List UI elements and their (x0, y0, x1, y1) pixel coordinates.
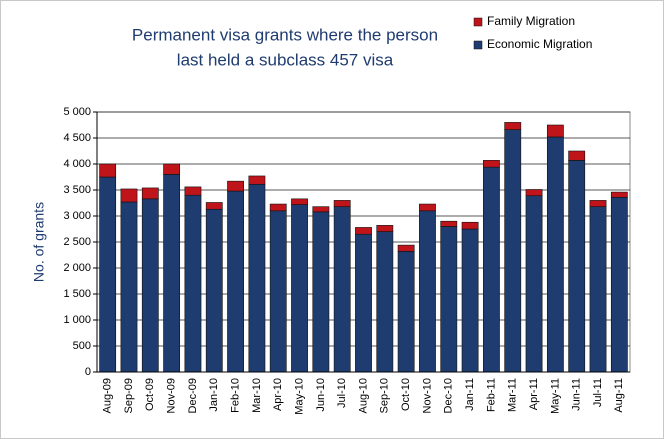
bar-segment (120, 201, 138, 373)
bar-segment (99, 176, 117, 373)
x-tick-label: Feb-11 (485, 378, 497, 412)
bar-segment (184, 186, 202, 196)
x-tick-label: Dec-09 (187, 378, 199, 413)
y-tick-label: 5 000 (63, 106, 91, 118)
bar-segment (141, 198, 159, 373)
y-tick-label: 4 000 (63, 158, 91, 170)
x-tick-label: Oct-09 (144, 378, 156, 411)
y-tick-label: 500 (73, 340, 91, 352)
y-tick-label: 2 000 (63, 262, 91, 274)
chart-title: Permanent visa grants where the person (132, 25, 438, 44)
bar-segment (227, 180, 244, 192)
x-tick-label: Apr-10 (272, 378, 284, 411)
x-tick-label: Jun-11 (571, 378, 583, 411)
bar-segment (205, 202, 223, 210)
bar-segment (333, 200, 351, 207)
x-tick-label: Sep-10 (379, 378, 391, 413)
y-tick-label: 3 000 (63, 210, 91, 222)
bar-segment (419, 210, 436, 373)
bar-segment (546, 124, 564, 138)
x-tick-label: Jul-10 (336, 378, 348, 408)
bar-segment (589, 206, 607, 373)
y-tick-label: 3 500 (63, 184, 91, 196)
x-tick-label: Jan-10 (208, 378, 220, 412)
bar-segment (184, 194, 202, 373)
bar-segment (227, 190, 244, 373)
y-tick-label: 4 500 (63, 132, 91, 144)
x-tick-label: Oct-10 (400, 378, 412, 411)
bar-segment (419, 203, 436, 212)
bar-segment (312, 211, 330, 373)
bar-segment (610, 191, 628, 198)
bar-segment (397, 251, 415, 373)
bar-segment (291, 204, 308, 373)
x-tick-label: Jul-11 (592, 378, 604, 407)
y-tick-label: 2 500 (63, 236, 91, 248)
x-tick-label: Dec-10 (443, 378, 455, 413)
x-tick-label: Apr-11 (528, 378, 540, 410)
x-tick-label: Mar-11 (507, 378, 519, 412)
bar-segment (483, 160, 500, 168)
bar-segment (99, 163, 117, 178)
x-tick-label: Feb-10 (229, 378, 241, 413)
bar-segment (333, 206, 351, 373)
bar-segment (546, 136, 564, 373)
bar-segment (568, 160, 586, 373)
legend-label: Family Migration (487, 14, 575, 28)
y-axis-label: No. of grants (31, 202, 47, 282)
bar-segment (269, 210, 287, 373)
bar-segment (525, 195, 543, 373)
x-tick-label: Aug-09 (102, 378, 114, 413)
bar-segment (120, 188, 138, 203)
legend-label: Economic Migration (487, 37, 592, 51)
bar-segment (163, 163, 181, 175)
bar-segment (525, 189, 543, 197)
bar-segment (205, 208, 223, 373)
x-tick-label: Nov-09 (166, 378, 178, 413)
bar-segment (483, 166, 500, 373)
x-tick-label: May-11 (549, 378, 561, 414)
y-tick-label: 0 (85, 366, 91, 378)
bar-segment (461, 228, 479, 373)
bar-segment (355, 227, 372, 235)
bar-segment (610, 196, 628, 373)
bar-segment (312, 206, 330, 213)
bar-segment (355, 233, 372, 373)
y-tick-label: 1 000 (63, 314, 91, 326)
bar-segment (163, 174, 181, 373)
bar-segment (248, 175, 266, 185)
x-tick-label: Nov-10 (421, 378, 433, 413)
x-tick-label: Sep-09 (123, 378, 135, 413)
legend-swatch (473, 17, 483, 27)
bar-segment (440, 220, 458, 227)
x-tick-label: Jan-11 (464, 378, 476, 411)
bar-segment (291, 198, 308, 205)
bar-segment (461, 221, 479, 230)
bar-segment (440, 226, 458, 373)
bar-segment (589, 200, 607, 207)
bar-segment (397, 244, 415, 252)
bar-segment (376, 231, 394, 373)
legend-swatch (473, 40, 483, 50)
bar-segment (141, 187, 159, 200)
bar-segment (504, 122, 522, 130)
x-tick-label: May-10 (293, 378, 305, 415)
bar-segment (248, 183, 266, 373)
bar-segment (504, 129, 522, 373)
x-tick-label: Aug-11 (613, 378, 625, 413)
bar-segment (568, 150, 586, 161)
x-tick-label: Mar-10 (251, 378, 263, 413)
x-tick-label: Aug-10 (357, 378, 369, 413)
y-tick-label: 1 500 (63, 288, 91, 300)
bar-segment (269, 203, 287, 212)
bar-segment (376, 225, 394, 232)
chart-title: last held a subclass 457 visa (177, 50, 394, 69)
x-tick-label: Jun-10 (315, 378, 327, 412)
